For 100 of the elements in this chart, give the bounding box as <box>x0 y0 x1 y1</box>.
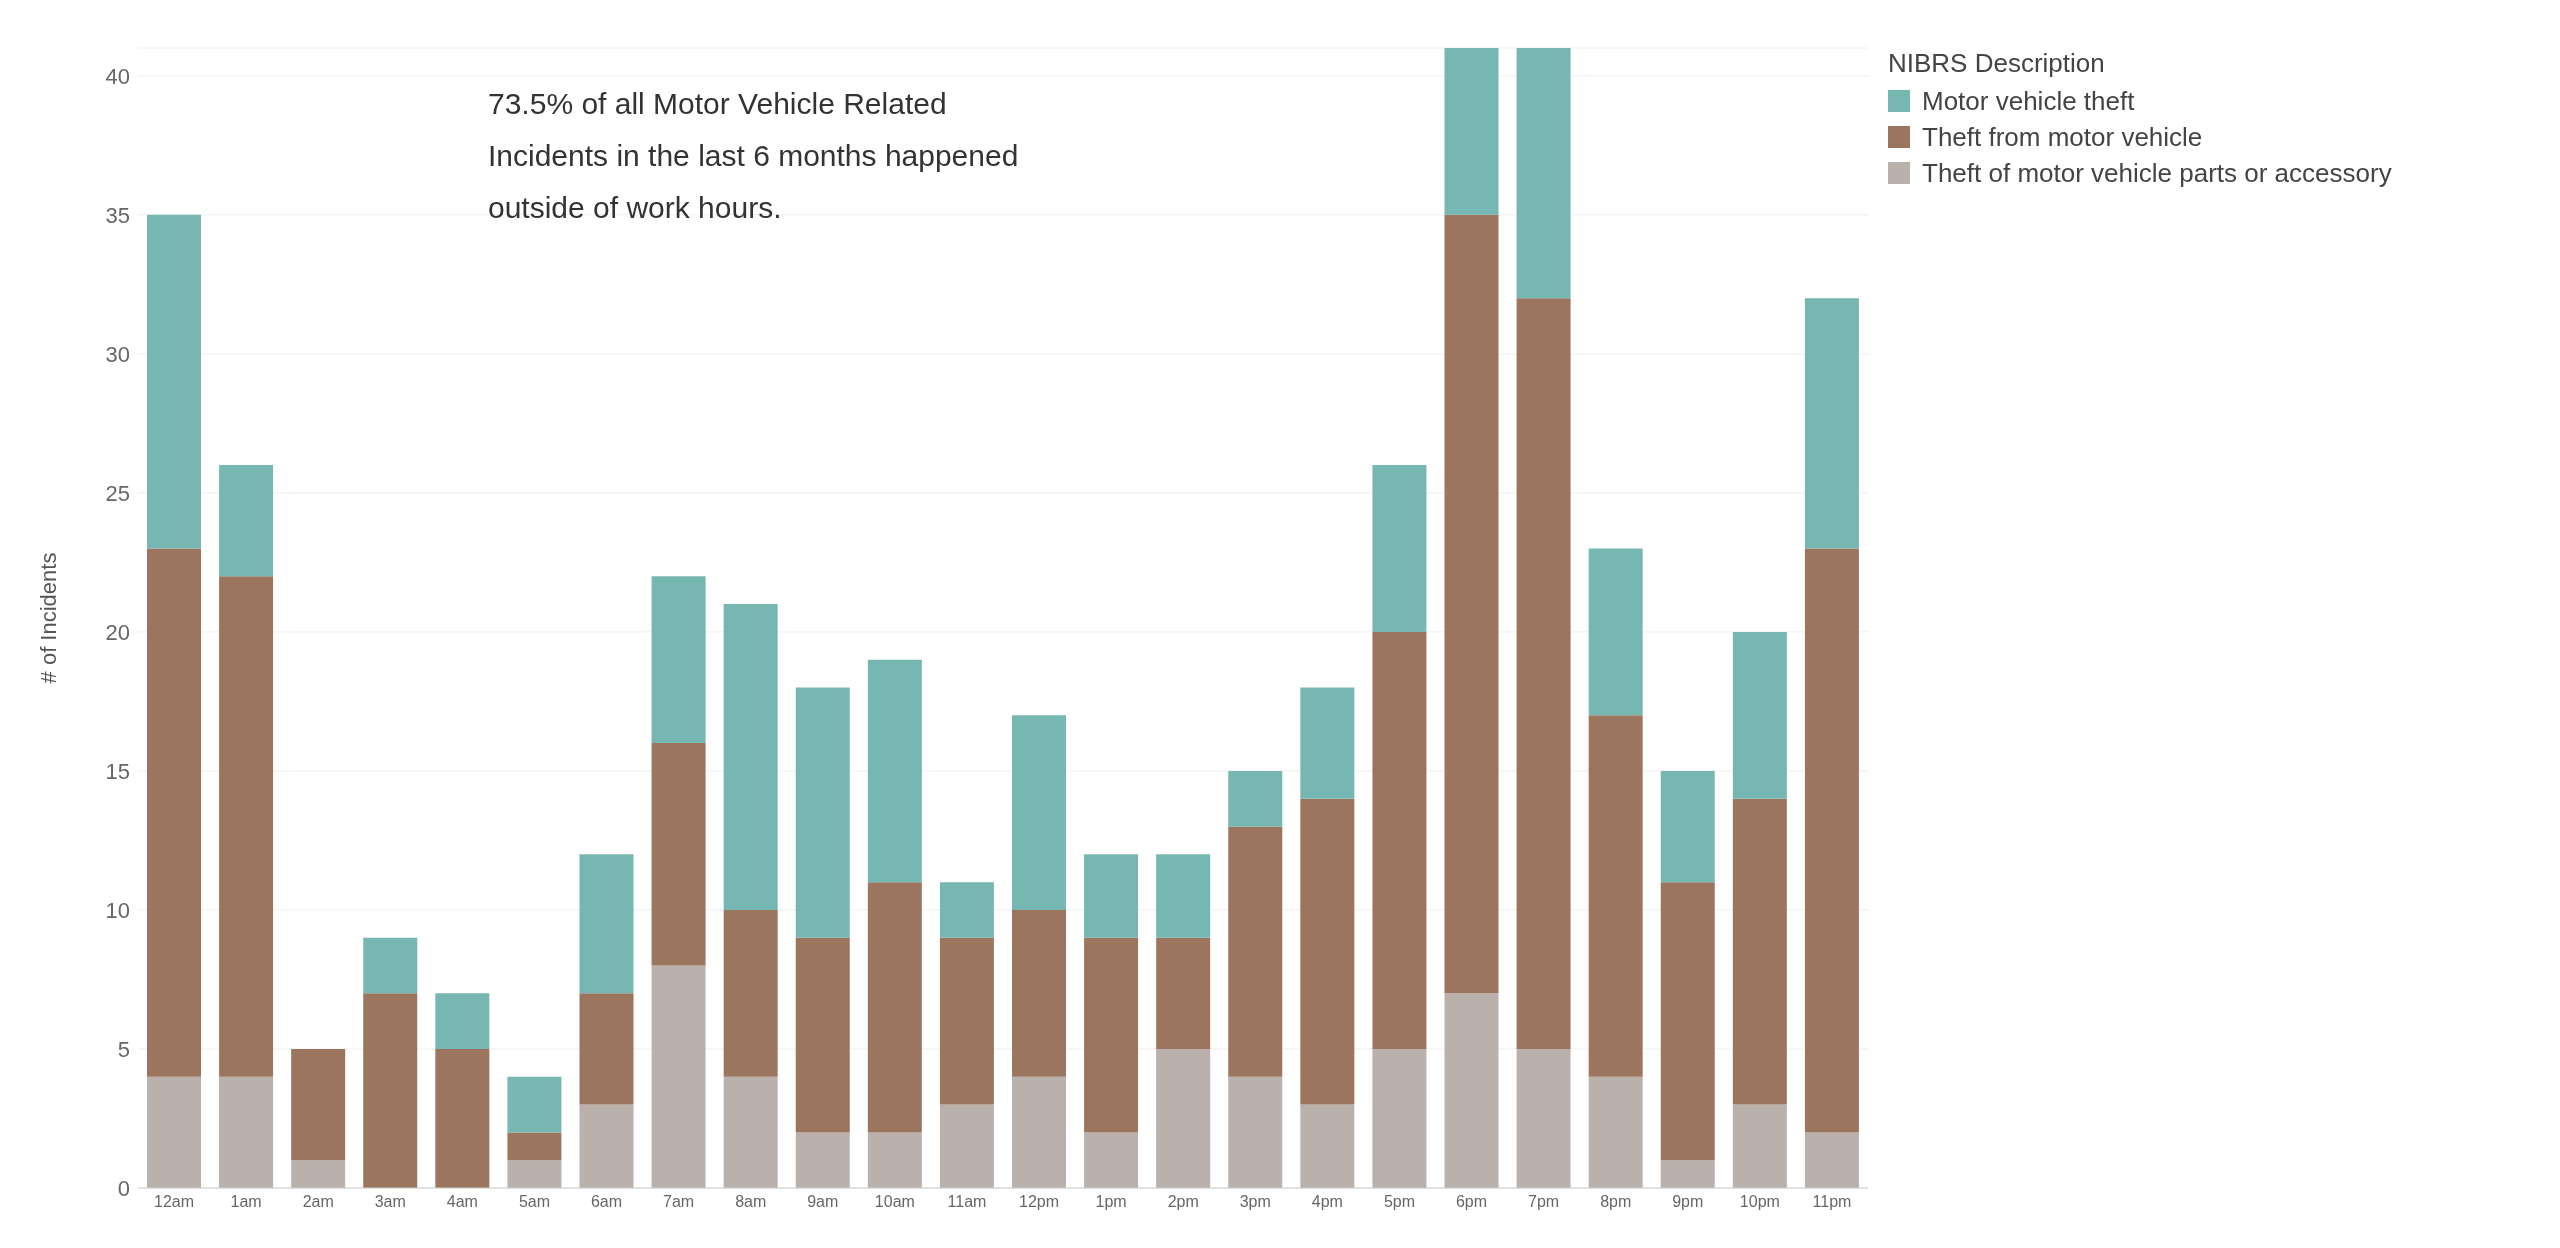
x-tick-label: 5am <box>518 1193 551 1211</box>
bar <box>723 1076 778 1188</box>
legend-title: NIBRS Description <box>1888 48 2106 79</box>
x-tick-label: 1am <box>230 1193 262 1211</box>
bar <box>291 1160 346 1188</box>
y-tick-label: 30 <box>105 341 130 367</box>
bar <box>1444 993 1499 1188</box>
bar <box>1084 854 1139 938</box>
bar <box>651 743 706 966</box>
x-tick-label: 6pm <box>1455 1193 1488 1211</box>
x-tick-label: 1pm <box>1095 1193 1127 1211</box>
bar <box>1732 798 1787 1105</box>
legend-label: Motor vehicle theft <box>1922 85 2135 118</box>
y-tick-label: 25 <box>105 480 130 506</box>
bar <box>1804 548 1859 1133</box>
x-tick-label: 4pm <box>1311 1193 1343 1211</box>
bar <box>1156 854 1211 938</box>
bar <box>1732 631 1787 799</box>
y-tick-label: 0 <box>117 1175 130 1201</box>
y-axis-title: # of Incidents <box>35 552 61 684</box>
bar <box>435 1048 490 1188</box>
bar <box>1372 631 1427 1049</box>
bar <box>1804 298 1859 549</box>
y-tick-label: 10 <box>105 897 130 923</box>
bar <box>939 1104 994 1188</box>
bar <box>507 1160 562 1188</box>
bar <box>1516 1048 1571 1188</box>
x-tick-label: 2am <box>302 1193 334 1211</box>
bar <box>1012 1076 1066 1188</box>
bar <box>1156 937 1211 1049</box>
bar <box>1084 937 1139 1133</box>
bar <box>867 659 922 883</box>
bar <box>579 854 634 994</box>
bar <box>1804 1132 1859 1188</box>
bar <box>435 993 490 1049</box>
y-tick-label: 40 <box>105 63 130 89</box>
bar <box>1228 1076 1283 1188</box>
bar <box>291 1048 346 1161</box>
bar <box>147 1076 201 1188</box>
bar <box>651 576 706 744</box>
bar <box>507 1076 562 1133</box>
bar <box>1300 798 1355 1105</box>
x-tick-label: 2pm <box>1167 1193 1199 1211</box>
bar <box>579 1104 634 1188</box>
bar <box>147 548 201 1077</box>
bar <box>723 604 778 910</box>
x-tick-label: 11pm <box>1812 1193 1852 1211</box>
y-tick-label: 20 <box>105 619 130 645</box>
bar <box>1012 715 1066 910</box>
legend-label: Theft from motor vehicle <box>1922 121 2203 154</box>
x-tick-label: 9am <box>807 1193 839 1211</box>
bar <box>795 937 850 1133</box>
bar <box>1516 48 1571 299</box>
bar <box>867 1132 922 1188</box>
bar <box>507 1132 562 1161</box>
annotation: 73.5% of all Motor Vehicle Related Incidents in the last 6 months happened outside of work hours. <box>488 86 1020 226</box>
bar <box>1228 826 1283 1077</box>
bar <box>723 909 778 1077</box>
bar <box>363 993 418 1188</box>
bar <box>939 882 994 938</box>
x-tick-label: 3pm <box>1239 1193 1271 1211</box>
bar <box>795 1132 850 1188</box>
bar <box>363 937 418 994</box>
bar <box>939 937 994 1105</box>
bar <box>1588 1076 1643 1188</box>
bar <box>1372 465 1427 632</box>
x-tick-label: 12pm <box>1019 1193 1060 1211</box>
bar <box>1444 48 1499 215</box>
x-tick-label: 4am <box>446 1193 478 1211</box>
x-tick-label: 11am <box>947 1193 987 1211</box>
bar <box>1516 298 1571 1049</box>
x-tick-label: 10am <box>874 1193 915 1211</box>
bar <box>1156 1048 1211 1188</box>
x-tick-label: 7pm <box>1528 1193 1560 1211</box>
bar <box>1012 909 1066 1077</box>
bar <box>147 214 201 549</box>
bar <box>1660 1160 1715 1188</box>
bar <box>1444 214 1499 994</box>
bar <box>1660 882 1715 1161</box>
x-tick-label: 8pm <box>1600 1193 1632 1211</box>
bar <box>867 882 922 1133</box>
bar <box>1588 548 1643 716</box>
y-tick-label: 35 <box>105 202 130 228</box>
bar <box>219 1076 274 1188</box>
legend-label: Theft of motor vehicle parts or accessory <box>1922 157 2392 190</box>
x-tick-label: 7am <box>663 1193 695 1211</box>
x-tick-label: 3am <box>374 1193 406 1211</box>
bar <box>1084 1132 1139 1188</box>
bar <box>219 576 274 1077</box>
bar <box>219 465 274 577</box>
x-tick-label: 9pm <box>1672 1193 1704 1211</box>
bar <box>1588 715 1643 1077</box>
x-tick-label: 12am <box>154 1193 195 1211</box>
x-tick-label: 10pm <box>1739 1193 1780 1211</box>
x-tick-label: 8am <box>735 1193 767 1211</box>
y-tick-label: 15 <box>105 758 130 784</box>
bar <box>795 687 850 938</box>
bar <box>1228 770 1283 827</box>
bar <box>651 965 706 1188</box>
bar <box>1300 1104 1355 1188</box>
